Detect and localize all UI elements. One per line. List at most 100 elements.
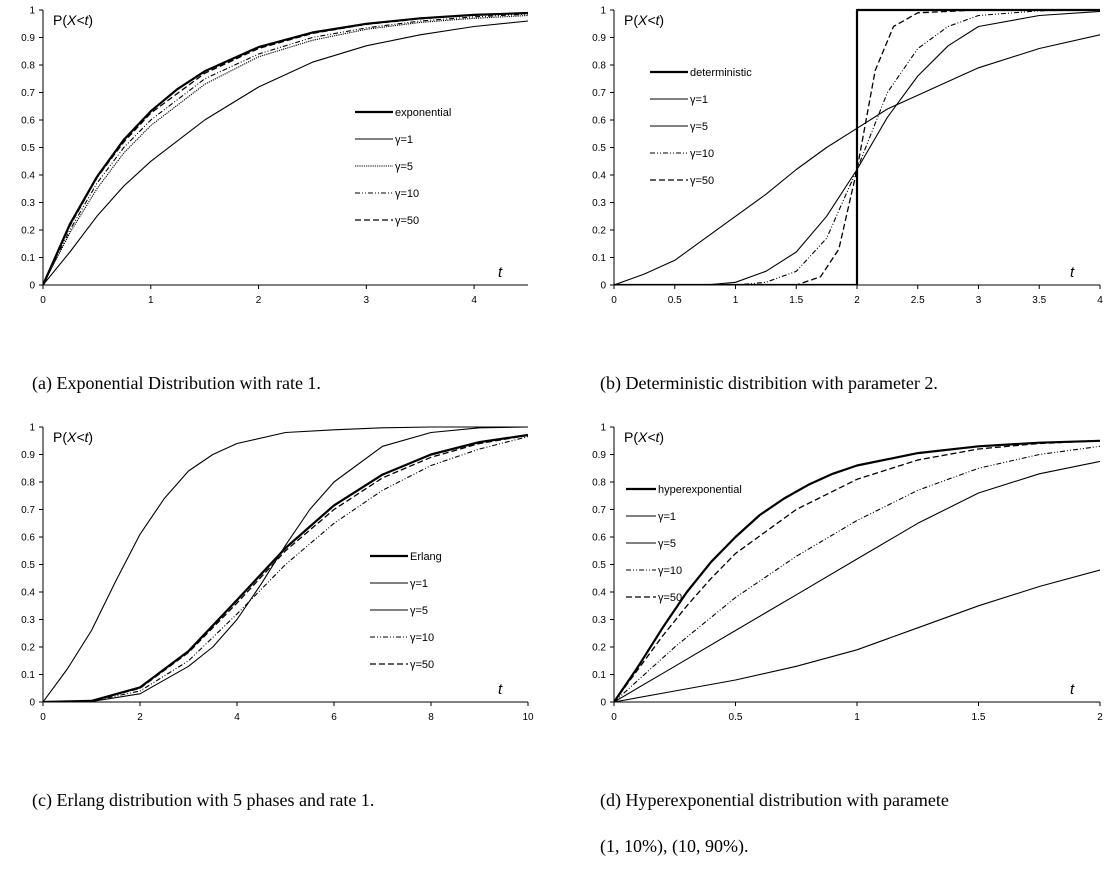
legend-label-2: γ=5 [690,121,708,133]
x-tick-label: 0 [611,712,617,723]
series-line-3 [614,445,1100,702]
y-tick-label: 0.1 [21,253,35,264]
legend-label-0: Erlang [410,551,442,563]
y-tick-label: 1 [29,6,35,17]
y-tick-label: 0.3 [592,198,606,209]
legend-label-4: γ=50 [410,659,434,671]
y-tick-label: 1 [29,423,35,434]
y-tick-label: 0.5 [592,143,606,154]
legend-label-1: γ=1 [395,134,413,146]
x-tick-label: 0.5 [729,712,743,723]
x-tick-label: 0 [611,295,617,306]
series-line-0 [614,439,1100,702]
legend-label-3: γ=10 [395,188,419,200]
y-tick-label: 0 [600,698,606,709]
legend-label-0: hyperexponential [658,484,742,496]
x-tick-label: 4 [1097,295,1103,306]
x-axis-label: t [498,264,503,281]
x-tick-label: 6 [331,712,337,723]
x-tick-label: 1 [854,712,860,723]
series-line-1 [43,20,528,285]
x-tick-label: 2 [137,712,143,723]
x-tick-label: 1 [148,295,154,306]
x-tick-label: 1 [733,295,739,306]
y-tick-label: 0.6 [21,533,35,544]
y-tick-label: 0.5 [21,143,35,154]
y-tick-label: 0.7 [21,505,35,516]
y-tick-label: 0.5 [592,560,606,571]
legend-label-1: γ=1 [658,511,676,523]
caption-c: (c) Erlang distribution with 5 phases an… [32,790,375,810]
series-line-1 [614,34,1100,285]
legend-label-3: γ=10 [690,148,714,160]
x-tick-label: 0 [40,295,46,306]
caption-d: (d) Hyperexponential distribution with p… [600,790,949,810]
x-tick-label: 8 [428,712,434,723]
x-axis-label: t [1070,681,1075,698]
y-tick-label: 0.6 [592,533,606,544]
legend-label-2: γ=5 [410,605,428,617]
y-axis-label: P(X<t) [53,429,93,445]
caption-d-line2: (1, 10%), (10, 90%). [600,836,749,856]
y-tick-label: 0.8 [592,61,606,72]
y-tick-label: 0.9 [21,450,35,461]
y-tick-label: 0.9 [592,450,606,461]
caption-b: (b) Deterministic distribition with para… [600,373,938,393]
legend-label-0: exponential [395,107,451,119]
y-tick-label: 0.2 [21,643,35,654]
x-tick-label: 0 [40,712,46,723]
y-tick-label: 0.1 [592,670,606,681]
y-tick-label: 0 [29,281,35,292]
y-tick-label: 0.7 [592,505,606,516]
series-line-1 [614,569,1100,702]
x-tick-label: 4 [471,295,477,306]
legend-label-1: γ=1 [410,578,428,590]
y-tick-label: 0.9 [592,33,606,44]
y-tick-label: 0.4 [21,171,35,182]
y-axis-label: P(X<t) [624,429,664,445]
y-tick-label: 1 [600,6,606,17]
y-tick-label: 0.2 [592,643,606,654]
legend-label-3: γ=10 [658,565,682,577]
y-tick-label: 0.8 [592,478,606,489]
x-tick-label: 1.5 [789,295,803,306]
y-tick-label: 0.1 [592,253,606,264]
y-axis-label: P(X<t) [53,12,93,28]
y-tick-label: 0.9 [21,33,35,44]
y-tick-label: 0.3 [592,615,606,626]
legend-label-4: γ=50 [395,215,419,227]
legend-label-0: deterministic [690,67,752,79]
y-tick-label: 0.2 [21,226,35,237]
y-tick-label: 0 [600,281,606,292]
x-tick-label: 3 [364,295,370,306]
y-tick-label: 0.1 [21,670,35,681]
legend-label-4: γ=50 [658,592,682,604]
y-tick-label: 0.6 [21,116,35,127]
x-tick-label: 0.5 [668,295,682,306]
series-line-4 [614,440,1100,702]
legend-label-3: γ=10 [410,632,434,644]
y-tick-label: 0.8 [21,478,35,489]
y-tick-label: 0 [29,698,35,709]
series-line-3 [43,436,528,702]
y-tick-label: 0.3 [21,198,35,209]
series-line-3 [614,9,1100,285]
series-line-2 [614,10,1100,285]
series-line-3 [43,13,528,285]
legend-label-4: γ=50 [690,175,714,187]
x-axis-label: t [1070,264,1075,281]
y-tick-label: 0.3 [21,615,35,626]
y-tick-label: 0.7 [21,88,35,99]
y-tick-label: 0.2 [592,226,606,237]
y-tick-label: 0.8 [21,61,35,72]
x-tick-label: 4 [234,712,240,723]
series-line-2 [614,460,1100,702]
y-tick-label: 0.7 [592,88,606,99]
x-axis-label: t [498,681,503,698]
legend-label-2: γ=5 [658,538,676,550]
y-tick-label: 0.5 [21,560,35,571]
